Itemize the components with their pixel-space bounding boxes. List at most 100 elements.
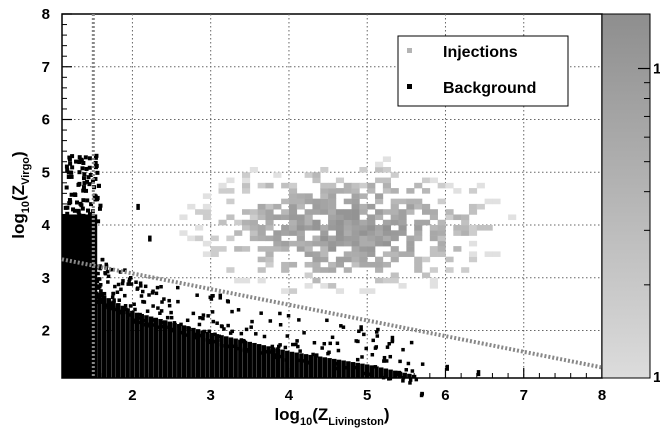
background-point [206, 314, 210, 318]
injection-cell [422, 209, 431, 215]
injection-cell [281, 225, 290, 231]
background-column [153, 317, 159, 378]
injection-cell [335, 288, 345, 294]
injection-cell [296, 225, 305, 231]
injection-cell [461, 219, 470, 226]
injection-cell [288, 209, 298, 215]
injection-cell [445, 214, 454, 221]
background-point [162, 297, 166, 301]
background-point [81, 185, 86, 190]
injection-cell [422, 272, 431, 279]
background-point [330, 335, 335, 340]
injection-cell [320, 182, 329, 189]
background-column [393, 370, 398, 378]
background-point [179, 322, 183, 327]
injection-cell [296, 240, 305, 247]
x-tick-label: 5 [363, 387, 371, 404]
injection-cell [320, 267, 329, 273]
background-point [409, 340, 414, 345]
background-point [94, 163, 99, 168]
background-point [67, 198, 72, 203]
injection-cell [437, 251, 446, 257]
injection-cell [328, 246, 337, 252]
background-point [226, 323, 230, 328]
injection-cell [288, 288, 298, 294]
background-point [278, 311, 282, 316]
background-point [355, 357, 360, 362]
injection-cell [351, 240, 360, 247]
background-column [313, 355, 318, 378]
injection-cell [390, 203, 399, 210]
injection-cell [265, 219, 274, 226]
injection-cell [257, 214, 266, 221]
injection-cell [406, 235, 415, 242]
background-point [123, 293, 127, 298]
injection-cell [335, 209, 345, 215]
background-point [72, 208, 77, 213]
background-point [69, 174, 74, 179]
injection-cell [476, 182, 485, 189]
injection-cell [288, 193, 298, 199]
injection-cell [359, 209, 368, 215]
background-point [362, 332, 366, 337]
injection-cell [257, 182, 266, 189]
injection-cell [468, 251, 478, 257]
background-point [93, 176, 98, 181]
background-column [280, 349, 285, 378]
injection-cell [210, 235, 219, 242]
injection-cell [312, 277, 321, 284]
background-point [325, 318, 329, 323]
background-point [201, 313, 206, 317]
background-point [353, 365, 357, 370]
background-point [385, 345, 390, 349]
injection-cell [367, 235, 376, 242]
injection-cell [257, 230, 266, 236]
injection-cell [367, 188, 376, 194]
background-point [445, 364, 449, 371]
injection-cell [328, 267, 337, 273]
background-point [183, 333, 188, 337]
background-column [162, 320, 168, 378]
injection-cell [202, 240, 211, 247]
injection-cell [265, 203, 274, 210]
injection-cell [257, 225, 266, 231]
background-point [209, 340, 213, 345]
background-point [97, 277, 102, 281]
background-point [296, 344, 300, 349]
background-point [154, 291, 159, 296]
background-point [362, 371, 367, 376]
injection-cell [398, 219, 407, 226]
injection-cell [422, 203, 431, 210]
injection-cell [406, 240, 415, 247]
background-point [200, 335, 205, 339]
background-point [132, 302, 136, 307]
background-point [359, 325, 363, 332]
background-point [65, 168, 70, 173]
injection-cell [437, 246, 446, 252]
injection-cell [312, 219, 321, 226]
legend: Injections Background [397, 35, 569, 107]
y-axis-title-text: log10(ZVirgo) [9, 151, 32, 238]
background-point [176, 299, 180, 304]
injection-cell [414, 203, 423, 210]
background-point [165, 315, 170, 320]
injection-cell [281, 182, 290, 189]
background-column [360, 363, 365, 378]
injection-cell [367, 203, 376, 210]
injection-cell [437, 198, 446, 205]
injection-cell [382, 251, 391, 257]
background-point [231, 344, 235, 349]
background-point [237, 346, 242, 351]
background-point [117, 298, 122, 302]
injection-cell [398, 230, 407, 236]
background-point [98, 203, 103, 208]
background-point [88, 173, 93, 178]
background-point [401, 375, 406, 380]
background-point [123, 268, 127, 272]
background-point [109, 267, 114, 272]
background-point [390, 335, 395, 342]
injection-cell [281, 214, 290, 221]
background-point [83, 214, 88, 219]
legend-box [397, 35, 569, 107]
injection-cell [296, 230, 305, 236]
